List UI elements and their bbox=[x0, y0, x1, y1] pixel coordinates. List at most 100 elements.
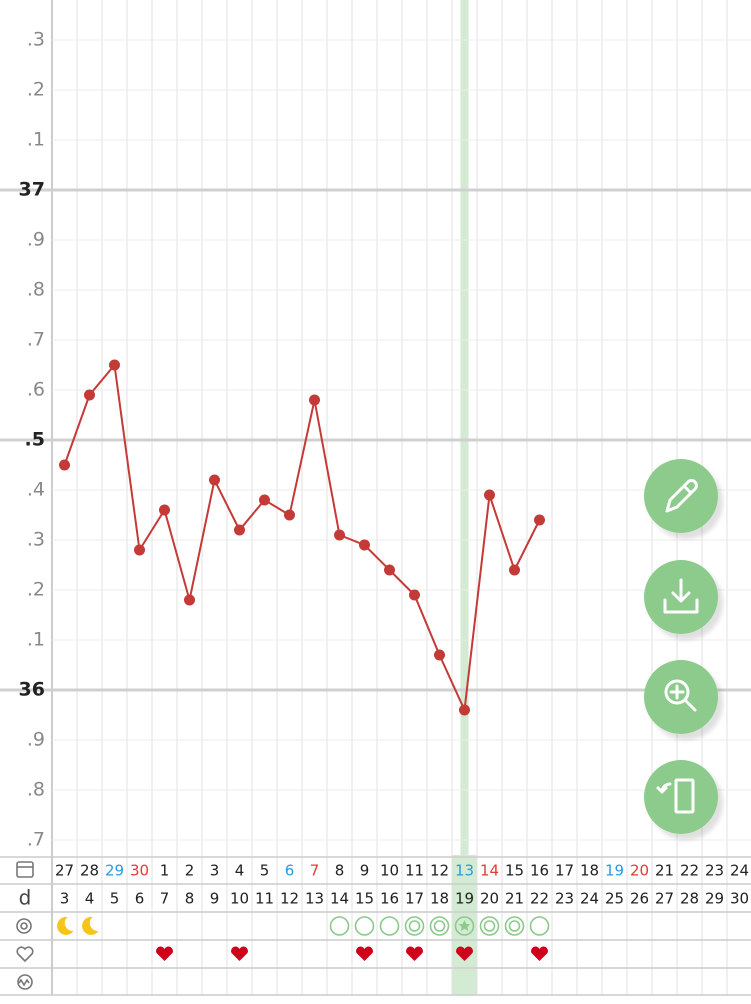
info-table: 2732842953061728394105116127138149151016… bbox=[0, 856, 751, 996]
fertility-circle bbox=[504, 916, 525, 936]
date-label: 22 bbox=[680, 862, 699, 880]
temperature-point bbox=[134, 544, 145, 556]
temperature-point bbox=[84, 389, 95, 401]
cycle-day-label: 22 bbox=[530, 890, 549, 908]
wave-icon bbox=[18, 978, 30, 987]
cycle-day-label: 12 bbox=[280, 890, 299, 908]
y-tick-label: .8 bbox=[27, 779, 45, 801]
date-label: 16 bbox=[530, 862, 549, 880]
pencil-icon bbox=[665, 479, 698, 513]
heart-icon bbox=[156, 946, 173, 961]
temperature-point bbox=[459, 704, 470, 716]
y-tick-label: .9 bbox=[27, 729, 45, 751]
edit-button[interactable] bbox=[644, 459, 718, 533]
y-tick-label: .9 bbox=[27, 229, 45, 251]
y-tick-label: 36 bbox=[19, 679, 45, 701]
y-tick-label: 37 bbox=[19, 179, 45, 201]
heart-icon bbox=[356, 946, 373, 961]
temperature-point bbox=[409, 589, 420, 601]
date-label: 24 bbox=[730, 862, 749, 880]
y-tick-label: .3 bbox=[27, 529, 45, 551]
temperature-point bbox=[509, 564, 520, 576]
cycle-day-label: 18 bbox=[430, 890, 449, 908]
date-label: 9 bbox=[360, 862, 370, 880]
zoom-button-bg[interactable] bbox=[644, 660, 718, 734]
temperature-point bbox=[309, 394, 320, 406]
temperature-point bbox=[359, 539, 370, 551]
cycle-day-label: 19 bbox=[455, 890, 474, 908]
zoom-icon bbox=[664, 679, 690, 705]
cycle-day-label: 7 bbox=[160, 890, 170, 908]
rotate-button[interactable] bbox=[644, 760, 718, 834]
date-label: 29 bbox=[105, 862, 124, 880]
heart-icon bbox=[531, 946, 548, 961]
cycle-day-label: 20 bbox=[480, 890, 499, 908]
fertility-circle bbox=[404, 916, 425, 936]
wave-icon bbox=[17, 974, 33, 990]
cycle-day-label: 27 bbox=[655, 890, 674, 908]
cycle-day-label: 26 bbox=[630, 890, 649, 908]
moon-icon bbox=[57, 916, 74, 935]
cycle-day-label: 10 bbox=[230, 890, 249, 908]
date-label: 1 bbox=[160, 862, 170, 880]
date-label: 28 bbox=[80, 862, 99, 880]
plot bbox=[59, 359, 545, 716]
star-icon bbox=[458, 920, 471, 931]
cycle-day-header: d bbox=[19, 886, 32, 910]
date-label: 23 bbox=[705, 862, 724, 880]
zoom-icon bbox=[669, 684, 697, 712]
date-label: 4 bbox=[235, 862, 245, 880]
y-tick-label: .7 bbox=[27, 329, 45, 351]
date-label: 7 bbox=[310, 862, 320, 880]
date-label: 3 bbox=[210, 862, 220, 880]
edit-button-bg[interactable] bbox=[644, 459, 718, 533]
cycle-day-label: 29 bbox=[705, 890, 724, 908]
rotate-icon bbox=[656, 782, 672, 794]
fertility-circle bbox=[429, 916, 450, 936]
temperature-point bbox=[284, 509, 295, 521]
temperature-point bbox=[209, 474, 220, 486]
date-label: 5 bbox=[260, 862, 270, 880]
cycle-day-label: 9 bbox=[210, 890, 220, 908]
cycle-day-label: 5 bbox=[110, 890, 120, 908]
heart-icon bbox=[456, 946, 473, 961]
date-label: 21 bbox=[655, 862, 674, 880]
heart-icon bbox=[406, 946, 423, 961]
fertility-circle bbox=[379, 916, 400, 936]
moon-icon bbox=[82, 916, 99, 935]
date-label: 8 bbox=[335, 862, 345, 880]
fertility-circle bbox=[454, 916, 475, 936]
fertility-circle bbox=[508, 920, 521, 932]
download-button[interactable] bbox=[644, 560, 718, 634]
heart-outline-icon bbox=[16, 946, 34, 963]
cycle-day-label: 3 bbox=[60, 890, 70, 908]
cycle-day-label: 8 bbox=[185, 890, 195, 908]
temperature-point bbox=[59, 459, 70, 471]
cycle-day-label: 16 bbox=[380, 890, 399, 908]
y-tick-label: .3 bbox=[27, 29, 45, 51]
y-tick-label: .7 bbox=[27, 829, 45, 851]
date-label: 13 bbox=[455, 862, 474, 880]
temperature-point bbox=[484, 489, 495, 501]
temperature-point bbox=[109, 359, 120, 371]
fertility-circle bbox=[483, 920, 496, 932]
y-tick-label: .8 bbox=[27, 279, 45, 301]
temperature-point bbox=[234, 524, 245, 536]
date-label: 10 bbox=[380, 862, 399, 880]
temperature-point bbox=[184, 594, 195, 606]
y-tick-label: .4 bbox=[27, 479, 45, 501]
zoom-button[interactable] bbox=[644, 660, 718, 734]
y-tick-label: .5 bbox=[25, 429, 45, 451]
rotate-button-bg[interactable] bbox=[644, 760, 718, 834]
date-label: 11 bbox=[405, 862, 424, 880]
action-buttons bbox=[644, 459, 718, 834]
y-tick-label: .1 bbox=[27, 129, 45, 151]
temperature-point bbox=[434, 649, 445, 661]
fertility-icon bbox=[20, 922, 28, 930]
cycle-day-label: 17 bbox=[405, 890, 424, 908]
row-icons bbox=[16, 861, 34, 990]
heart-icon bbox=[231, 946, 248, 961]
cycle-day-label: 24 bbox=[580, 890, 599, 908]
